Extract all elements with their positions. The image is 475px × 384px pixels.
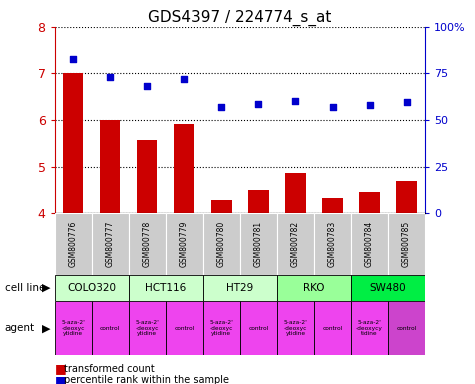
Text: 5-aza-2'
-deoxycy
tidine: 5-aza-2' -deoxycy tidine [356, 320, 383, 336]
Bar [351, 301, 388, 355]
Text: GSM800780: GSM800780 [217, 221, 226, 267]
Bar [277, 275, 351, 301]
Point [366, 102, 373, 108]
Point [143, 83, 151, 89]
Point [180, 76, 188, 82]
Bar [203, 213, 240, 275]
Bar [137, 140, 157, 213]
Text: ▶: ▶ [42, 283, 50, 293]
Text: GSM800785: GSM800785 [402, 221, 411, 267]
Text: 5-aza-2'
-deoxyc
ytidine: 5-aza-2' -deoxyc ytidine [61, 320, 85, 336]
Bar [248, 190, 268, 213]
Text: COLO320: COLO320 [67, 283, 116, 293]
Title: GDS4397 / 224774_s_at: GDS4397 / 224774_s_at [148, 9, 332, 25]
Text: control: control [100, 326, 120, 331]
Bar [388, 213, 425, 275]
Text: GSM800777: GSM800777 [106, 221, 114, 267]
Bar [203, 301, 240, 355]
Text: cell line: cell line [5, 283, 45, 293]
Bar [203, 275, 277, 301]
Bar [351, 275, 425, 301]
Text: ■: ■ [55, 362, 66, 375]
Text: control: control [397, 326, 417, 331]
Bar [211, 200, 231, 213]
Bar [285, 173, 305, 213]
Text: 5-aza-2'
-deoxyc
ytidine: 5-aza-2' -deoxyc ytidine [284, 320, 307, 336]
Text: 5-aza-2'
-deoxyc
ytidine: 5-aza-2' -deoxyc ytidine [135, 320, 159, 336]
Bar [388, 301, 425, 355]
Bar [314, 301, 351, 355]
Text: RKO: RKO [303, 283, 325, 293]
Text: SW480: SW480 [370, 283, 407, 293]
Text: GSM800782: GSM800782 [291, 221, 300, 267]
Bar [129, 301, 166, 355]
Text: GSM800784: GSM800784 [365, 221, 374, 267]
Text: GSM800783: GSM800783 [328, 221, 337, 267]
Text: HCT116: HCT116 [145, 283, 186, 293]
Text: HT29: HT29 [226, 283, 254, 293]
Bar [240, 301, 277, 355]
Bar [277, 213, 314, 275]
Bar [360, 192, 380, 213]
Bar [323, 198, 342, 213]
Point [403, 99, 410, 105]
Text: control: control [174, 326, 194, 331]
Bar [174, 124, 194, 213]
Bar [166, 213, 203, 275]
Bar [351, 213, 388, 275]
Text: GSM800778: GSM800778 [143, 221, 152, 267]
Point [218, 104, 225, 110]
Bar [166, 301, 203, 355]
Bar [277, 301, 314, 355]
Text: percentile rank within the sample: percentile rank within the sample [64, 375, 229, 384]
Bar [397, 182, 417, 213]
Point [255, 101, 262, 107]
Bar [55, 301, 92, 355]
Bar [129, 275, 203, 301]
Bar [63, 73, 83, 213]
Point [329, 104, 336, 110]
Point [69, 56, 77, 63]
Bar [240, 213, 277, 275]
Bar [92, 213, 129, 275]
Bar [314, 213, 351, 275]
Point [106, 74, 114, 80]
Bar [100, 119, 120, 213]
Text: ▶: ▶ [42, 323, 50, 333]
Text: control: control [248, 326, 268, 331]
Text: control: control [323, 326, 342, 331]
Text: ■: ■ [55, 374, 66, 384]
Bar [92, 301, 129, 355]
Text: agent: agent [5, 323, 35, 333]
Text: GSM800781: GSM800781 [254, 221, 263, 267]
Text: GSM800779: GSM800779 [180, 221, 189, 267]
Bar [55, 275, 129, 301]
Bar [55, 213, 92, 275]
Text: transformed count: transformed count [64, 364, 155, 374]
Point [292, 98, 299, 104]
Text: 5-aza-2'
-deoxyc
ytidine: 5-aza-2' -deoxyc ytidine [209, 320, 233, 336]
Bar [129, 213, 166, 275]
Text: GSM800776: GSM800776 [69, 221, 77, 267]
